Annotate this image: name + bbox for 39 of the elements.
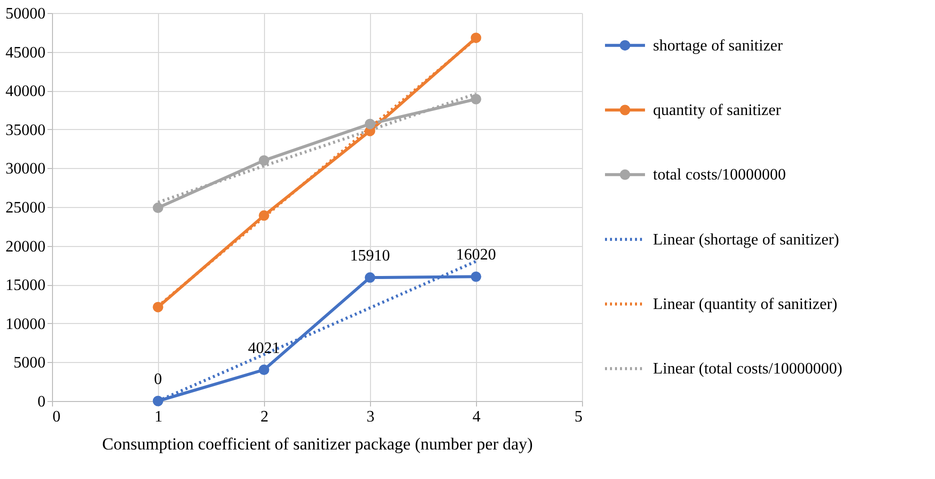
data-label: 4021 xyxy=(248,340,280,357)
data-label: 0 xyxy=(154,371,162,388)
x-axis-title: Consumption coefficient of sanitizer package (number per day) xyxy=(102,434,533,454)
y-tick-label: 30000 xyxy=(6,160,46,178)
x-tick-label: 5 xyxy=(574,408,582,426)
y-tick-label: 15000 xyxy=(6,277,46,294)
y-tick-label: 10000 xyxy=(6,316,46,333)
y-tick-label: 5000 xyxy=(14,354,46,372)
point xyxy=(152,202,164,214)
point xyxy=(258,210,270,221)
point xyxy=(258,155,270,166)
y-tick-label: 45000 xyxy=(6,44,46,62)
legend-label: shortage of sanitizer xyxy=(653,37,784,54)
legend-label: Linear (quantity of sanitizer) xyxy=(653,296,838,313)
x-tick-label: 3 xyxy=(366,408,374,426)
y-tick-label: 50000 xyxy=(6,6,46,22)
point xyxy=(470,32,482,44)
y-tick-label: 40000 xyxy=(6,83,46,100)
legend-label: quantity of sanitizer xyxy=(653,102,782,119)
x-tick-label: 4 xyxy=(472,408,480,426)
legend-label: total costs/10000000 xyxy=(653,166,786,184)
point xyxy=(364,272,376,283)
point xyxy=(364,118,376,130)
y-tick-label: 25000 xyxy=(6,200,46,216)
x-tick-label: 2 xyxy=(260,408,268,426)
point xyxy=(470,94,482,104)
x-tick-label: 1 xyxy=(154,408,162,426)
point xyxy=(152,302,164,312)
data-label: 16020 xyxy=(456,246,496,264)
point xyxy=(152,396,164,406)
y-tick-label: 0 xyxy=(38,394,46,410)
x-tick-label: 0 xyxy=(52,408,60,426)
y-tick-label: 35000 xyxy=(6,122,46,139)
point xyxy=(258,364,270,376)
y-tick-label: 20000 xyxy=(6,238,46,256)
legend-label: Linear (shortage of sanitizer) xyxy=(653,231,840,248)
legend-label: Linear (total costs/10000000) xyxy=(653,360,842,378)
data-label: 15910 xyxy=(350,248,390,265)
point xyxy=(470,271,482,282)
